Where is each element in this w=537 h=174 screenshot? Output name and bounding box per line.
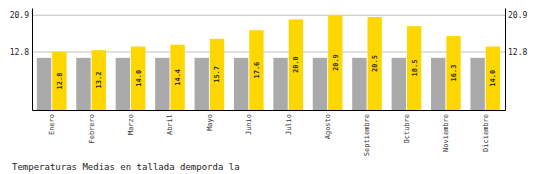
tick-label: 12.8 [10, 48, 29, 57]
axis-domain [33, 110, 506, 111]
tick: Abril [166, 110, 174, 135]
x-axis: Enero Febrero Marzo Abril Mayo Junio Julio Agos… [33, 110, 506, 156]
bar [131, 47, 145, 110]
data-label: 18.5 [411, 60, 419, 77]
bar [446, 36, 460, 110]
tick: Mayo [206, 110, 214, 131]
tick-label: 12.8 [508, 48, 527, 57]
data-label: 17.6 [253, 62, 261, 79]
bar [313, 58, 327, 110]
data-label: 14.0 [489, 70, 497, 87]
bars [37, 15, 500, 110]
data-label: 20.9 [332, 54, 340, 71]
bar [234, 58, 248, 110]
data-label: 20.5 [371, 55, 379, 72]
tick: Enero [48, 110, 56, 135]
bar [392, 58, 406, 110]
y2-axis: 12.8 20.9 [505, 9, 527, 111]
tick-label: 20.9 [508, 11, 527, 20]
data-label: 20.0 [292, 56, 300, 73]
tick-label: Julio [285, 114, 293, 135]
tick-label: Noviembre [442, 114, 450, 152]
plot: 12.8 13.2 14.0 14.4 15.7 17.6 20.0 20.9 20.5 18.5… [10, 9, 528, 157]
grid-line [32, 15, 505, 16]
tick: Octubre [403, 110, 411, 144]
bar [195, 58, 209, 110]
tick: Noviembre [442, 110, 450, 152]
bar [210, 39, 224, 110]
data-label: 13.2 [95, 72, 103, 89]
axis-domain [32, 9, 33, 111]
data-label: 12.8 [56, 73, 64, 90]
tick: 20.9 [505, 11, 527, 20]
tick: 20.9 [10, 11, 32, 20]
tick-label: Septiembre [363, 114, 371, 156]
tick: Marzo [127, 110, 135, 135]
bar [116, 58, 130, 110]
bar [76, 58, 90, 110]
tick-label: Enero [48, 114, 56, 135]
bar [368, 17, 382, 110]
bar [37, 58, 51, 110]
tick: Diciembre [482, 110, 490, 152]
tick-label: Diciembre [482, 114, 490, 152]
tick: Julio [285, 110, 293, 135]
title: Temperaturas Medias en tallada demporda … [12, 162, 240, 172]
bar [273, 58, 287, 110]
tick-label: Marzo [127, 114, 135, 135]
data-labels: 12.8 13.2 14.0 14.4 15.7 17.6 20.0 20.9 20.5 18.5… [56, 54, 498, 89]
tick-label: Junio [245, 114, 253, 135]
bar [92, 50, 106, 110]
tick: 12.8 [10, 48, 32, 57]
grid [32, 15, 505, 52]
tick: Septiembre [363, 110, 371, 156]
chart: 12.8 13.2 14.0 14.4 15.7 17.6 20.0 20.9 20.5 18.5… [0, 0, 537, 174]
bar [52, 52, 66, 110]
data-label: 15.7 [213, 66, 221, 83]
tick: Agosto [324, 110, 332, 139]
bar [407, 26, 421, 110]
bar [170, 45, 184, 110]
tick-label: Agosto [324, 114, 332, 139]
tick: Febrero [88, 110, 96, 144]
bar [486, 47, 500, 110]
tick-label: Octubre [403, 114, 411, 144]
bar [470, 58, 484, 110]
tick: 12.8 [505, 48, 527, 57]
bar [352, 58, 366, 110]
data-label: 14.4 [174, 69, 182, 86]
tick-label: Abril [166, 114, 174, 135]
bar [155, 58, 169, 110]
bar [289, 19, 303, 110]
data-label: 14.0 [135, 70, 143, 87]
series [52, 15, 500, 110]
tick-label: Mayo [206, 114, 214, 131]
data-label: 16.3 [450, 65, 458, 82]
tick-label: Febrero [88, 114, 96, 144]
tick: Junio [245, 110, 253, 135]
y-axis: 12.8 20.9 [10, 9, 33, 111]
tick-label: 20.9 [10, 11, 29, 20]
bar [328, 15, 342, 110]
bar [431, 58, 445, 110]
axis-domain [505, 9, 506, 111]
bar [249, 30, 263, 110]
